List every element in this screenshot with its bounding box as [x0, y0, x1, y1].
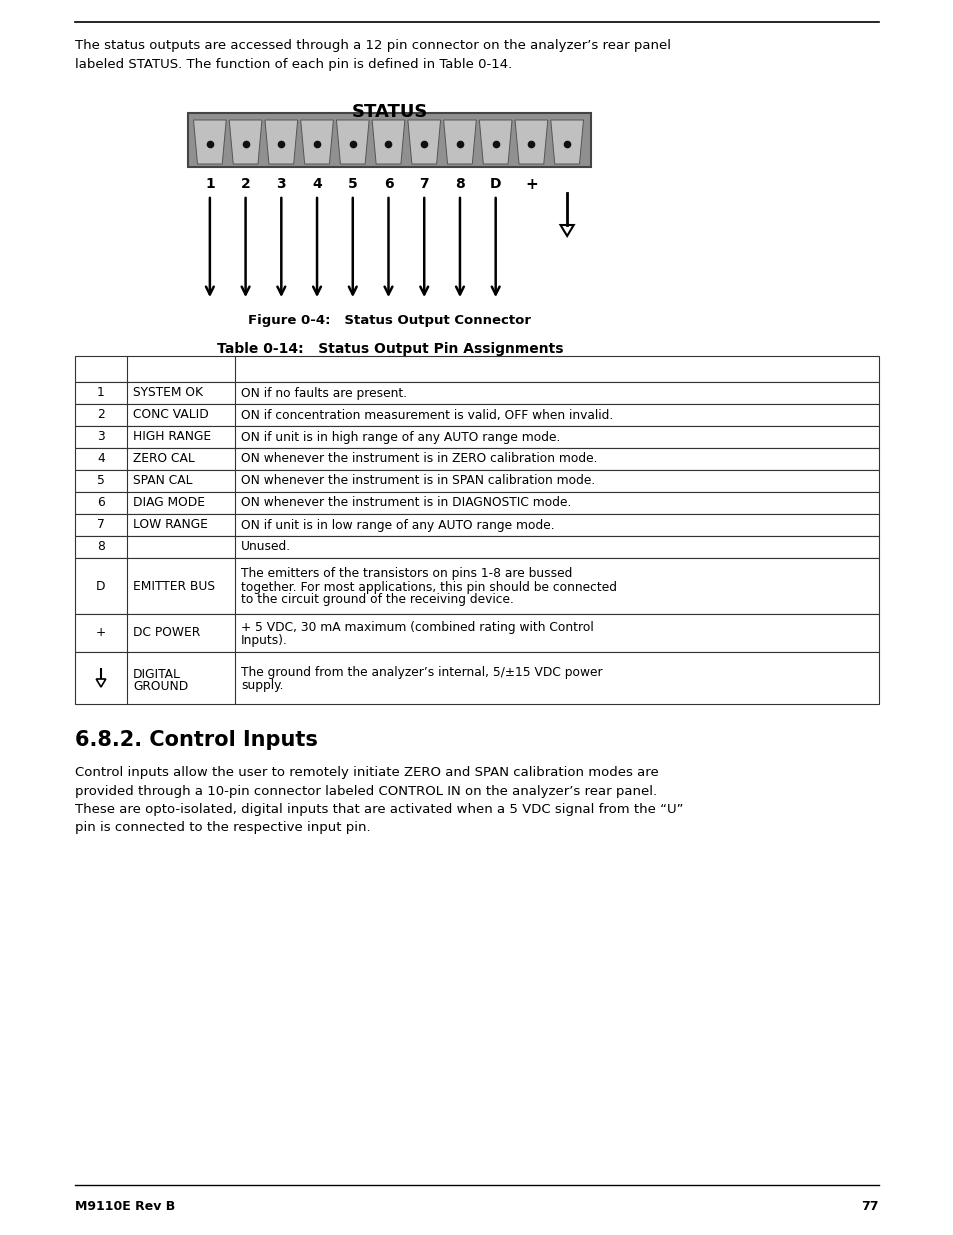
Text: 4: 4 — [97, 452, 105, 466]
Polygon shape — [300, 120, 333, 164]
Bar — [75, 558, 878, 614]
Polygon shape — [229, 120, 262, 164]
Text: D: D — [490, 177, 501, 191]
Bar — [75, 356, 878, 382]
Polygon shape — [478, 120, 512, 164]
Text: The emitters of the transistors on pins 1-8 are bussed: The emitters of the transistors on pins … — [241, 568, 572, 580]
Text: DIAG MODE: DIAG MODE — [132, 496, 205, 510]
Text: DIGITAL: DIGITAL — [132, 668, 181, 680]
Text: 77: 77 — [861, 1200, 878, 1213]
Text: EMITTER BUS: EMITTER BUS — [132, 579, 214, 593]
Text: ON if unit is in high range of any AUTO range mode.: ON if unit is in high range of any AUTO … — [241, 431, 559, 443]
Text: 5: 5 — [97, 474, 105, 488]
Text: STATUS: STATUS — [352, 103, 428, 121]
Text: D: D — [96, 579, 106, 593]
Text: 7: 7 — [419, 177, 429, 191]
Text: ON if no faults are present.: ON if no faults are present. — [241, 387, 407, 399]
Bar — [75, 514, 878, 536]
Text: to the circuit ground of the receiving device.: to the circuit ground of the receiving d… — [241, 594, 514, 606]
Bar — [75, 404, 878, 426]
Text: +: + — [96, 626, 106, 640]
Text: Control inputs allow the user to remotely initiate ZERO and SPAN calibration mod: Control inputs allow the user to remotel… — [75, 766, 682, 835]
Text: GROUND: GROUND — [132, 680, 188, 693]
Polygon shape — [443, 120, 476, 164]
Text: The status outputs are accessed through a 12 pin connector on the analyzer’s rea: The status outputs are accessed through … — [75, 40, 670, 70]
Text: SPAN CAL: SPAN CAL — [132, 474, 193, 488]
Bar — [75, 652, 878, 704]
Bar — [75, 382, 878, 404]
Text: 7: 7 — [97, 519, 105, 531]
Text: ON whenever the instrument is in SPAN calibration mode.: ON whenever the instrument is in SPAN ca… — [241, 474, 595, 488]
Text: ON whenever the instrument is in DIAGNOSTIC mode.: ON whenever the instrument is in DIAGNOS… — [241, 496, 571, 510]
Polygon shape — [560, 225, 573, 236]
Polygon shape — [336, 120, 369, 164]
Polygon shape — [408, 120, 440, 164]
Text: 6: 6 — [383, 177, 393, 191]
Text: ON if unit is in low range of any AUTO range mode.: ON if unit is in low range of any AUTO r… — [241, 519, 554, 531]
Text: 6: 6 — [97, 496, 105, 510]
Text: The ground from the analyzer’s internal, 5/±15 VDC power: The ground from the analyzer’s internal,… — [241, 666, 602, 679]
Text: 8: 8 — [97, 541, 105, 553]
Text: Inputs).: Inputs). — [241, 634, 288, 647]
Text: Figure 0-4:   Status Output Connector: Figure 0-4: Status Output Connector — [248, 314, 531, 327]
Text: Table 0-14:   Status Output Pin Assignments: Table 0-14: Status Output Pin Assignment… — [216, 342, 562, 356]
Text: HIGH RANGE: HIGH RANGE — [132, 431, 211, 443]
Polygon shape — [193, 120, 226, 164]
Text: DC POWER: DC POWER — [132, 626, 200, 640]
Text: 3: 3 — [276, 177, 286, 191]
Text: 2: 2 — [240, 177, 251, 191]
Polygon shape — [265, 120, 297, 164]
Text: 4: 4 — [312, 177, 321, 191]
Bar — [75, 448, 878, 471]
Polygon shape — [372, 120, 404, 164]
Text: 6.8.2. Control Inputs: 6.8.2. Control Inputs — [75, 730, 317, 750]
Text: CONC VALID: CONC VALID — [132, 409, 209, 421]
Bar — [189, 112, 591, 167]
Text: ZERO CAL: ZERO CAL — [132, 452, 194, 466]
Text: 3: 3 — [97, 431, 105, 443]
Text: ON if concentration measurement is valid, OFF when invalid.: ON if concentration measurement is valid… — [241, 409, 613, 421]
Polygon shape — [96, 679, 106, 687]
Bar — [75, 492, 878, 514]
Text: LOW RANGE: LOW RANGE — [132, 519, 208, 531]
Text: ON whenever the instrument is in ZERO calibration mode.: ON whenever the instrument is in ZERO ca… — [241, 452, 597, 466]
Polygon shape — [550, 120, 583, 164]
Text: Unused.: Unused. — [241, 541, 291, 553]
Text: +: + — [524, 177, 537, 191]
Bar — [75, 614, 878, 652]
Bar — [75, 536, 878, 558]
Bar — [75, 426, 878, 448]
Text: 2: 2 — [97, 409, 105, 421]
Text: together. For most applications, this pin should be connected: together. For most applications, this pi… — [241, 580, 617, 594]
Text: M9110E Rev B: M9110E Rev B — [75, 1200, 175, 1213]
Text: 1: 1 — [97, 387, 105, 399]
Text: 1: 1 — [205, 177, 214, 191]
Text: supply.: supply. — [241, 679, 283, 692]
Polygon shape — [515, 120, 547, 164]
Text: + 5 VDC, 30 mA maximum (combined rating with Control: + 5 VDC, 30 mA maximum (combined rating … — [241, 621, 593, 634]
Text: SYSTEM OK: SYSTEM OK — [132, 387, 203, 399]
Text: 5: 5 — [348, 177, 357, 191]
Text: 8: 8 — [455, 177, 464, 191]
Bar — [75, 471, 878, 492]
